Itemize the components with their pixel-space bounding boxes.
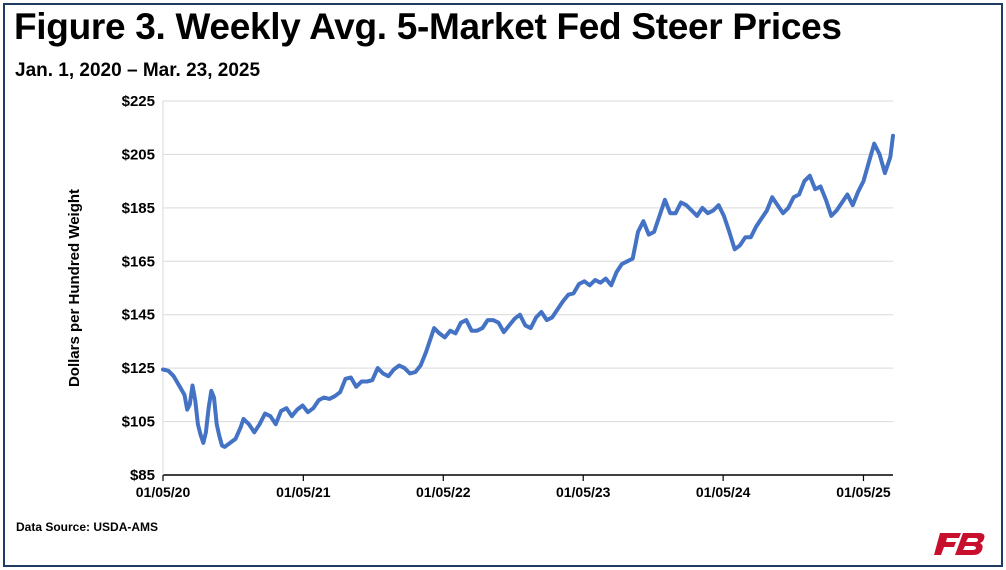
farm-bureau-logo-icon	[934, 533, 985, 555]
y-tick-label: $225	[122, 93, 155, 110]
x-tick-label: 01/05/24	[696, 484, 751, 500]
y-axis-ticks: $85 $105 $125 $145 $165 $185 $205 $225	[122, 93, 155, 484]
y-tick-label: $85	[130, 467, 155, 484]
axes	[162, 101, 893, 476]
y-tick-label: $185	[122, 200, 155, 217]
y-tick-label: $125	[122, 360, 155, 377]
figure-frame	[3, 3, 1003, 567]
gridlines	[163, 100, 893, 423]
x-tick-label: 01/05/23	[556, 484, 611, 500]
y-axis-label: Dollars per Hundred Weight	[66, 189, 83, 387]
x-tick-label: 01/05/25	[836, 484, 891, 500]
x-tick-label: 01/05/21	[276, 484, 331, 500]
series-line	[161, 133, 895, 449]
x-tick-label: 01/05/20	[136, 484, 191, 500]
chart-subtitle: Jan. 1, 2020 – Mar. 23, 2025	[15, 60, 261, 81]
y-tick-label: $205	[122, 146, 155, 163]
series-group	[161, 133, 895, 449]
x-axis-ticks: 01/05/20 01/05/21 01/05/22 01/05/23 01/05/24…	[136, 475, 891, 500]
chart-title: Figure 3. Weekly Avg. 5-Market Fed Steer…	[14, 6, 842, 47]
y-tick-label: $145	[122, 307, 155, 324]
data-source-note: Data Source: USDA-AMS	[16, 520, 159, 534]
y-tick-label: $165	[122, 253, 155, 270]
x-tick-label: 01/05/22	[416, 484, 471, 500]
y-tick-label: $105	[122, 414, 155, 431]
